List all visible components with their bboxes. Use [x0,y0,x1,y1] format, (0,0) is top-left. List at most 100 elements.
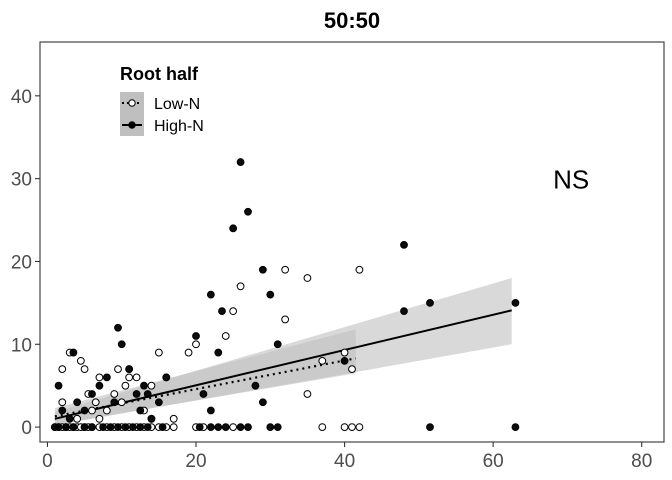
legend-label-low-n: Low-N [154,96,200,113]
point-low-n [110,390,119,398]
ci-ribbon-high-n [54,278,512,426]
point-high-n [147,414,156,423]
point-low-n [281,315,290,324]
point-low-n [76,356,85,365]
point-high-n [62,423,70,431]
point-low-n [117,398,126,407]
point-low-n [169,423,178,431]
point-high-n [95,381,104,390]
legend-key-marker [128,99,136,107]
point-high-n [162,373,171,382]
point-high-n [114,423,122,431]
point-high-n [258,398,267,407]
point-high-n [266,290,275,299]
chart-title: 50:50 [324,8,380,33]
data-points [50,158,520,431]
significance-annotation: NS [553,165,589,195]
point-low-n [303,274,312,282]
point-high-n [136,423,145,431]
point-low-n [132,373,141,382]
x-tick-label: 80 [631,451,652,472]
point-high-n [426,423,434,431]
legend-key-marker [128,121,136,129]
point-low-n [221,332,230,340]
point-low-n [184,348,193,357]
point-high-n [110,398,119,407]
point-low-n [95,414,104,423]
point-low-n [229,307,238,316]
point-high-n [273,423,282,431]
point-high-n [136,406,145,415]
point-low-n [114,365,122,374]
x-tick-label: 40 [334,451,355,472]
point-high-n [143,390,152,398]
point-high-n [251,381,260,390]
point-high-n [426,298,434,307]
point-high-n [199,390,208,398]
fit-line-high-n [54,309,512,420]
point-high-n [128,423,137,431]
point-high-n [88,423,96,431]
point-low-n [355,265,364,274]
x-tick-label: 60 [483,451,504,472]
point-high-n [214,348,223,357]
point-high-n [192,332,200,340]
point-high-n [340,356,349,365]
point-low-n [88,406,96,415]
point-low-n [91,398,100,407]
point-low-n [95,373,104,382]
point-low-n [58,398,67,407]
point-high-n [244,207,252,216]
point-high-n [214,423,223,431]
point-low-n [281,265,290,274]
point-low-n [340,423,349,431]
point-high-n [117,340,126,349]
point-high-n [80,423,89,431]
point-high-n [236,423,245,431]
point-high-n [121,423,130,431]
point-low-n [355,423,364,431]
point-high-n [229,224,238,233]
point-high-n [132,390,141,398]
point-low-n [192,340,200,349]
point-low-n [236,282,245,291]
point-low-n [303,390,312,398]
x-tick-label: 0 [42,451,53,472]
point-high-n [218,307,226,316]
regression-lines [54,309,512,420]
point-low-n [58,365,67,374]
point-high-n [258,265,267,274]
point-low-n [340,348,349,357]
point-high-n [511,423,520,431]
point-high-n [266,423,275,431]
point-high-n [206,406,215,415]
point-low-n [80,365,89,374]
point-high-n [125,365,134,374]
x-tick-label: 20 [185,451,206,472]
point-high-n [114,323,122,332]
point-low-n [169,414,178,423]
y-tick-label: 40 [11,87,32,108]
legend-label-high-n: High-N [154,118,204,135]
point-high-n [140,381,148,390]
point-high-n [69,423,78,431]
point-high-n [400,240,408,249]
point-low-n [318,356,327,365]
point-high-n [236,158,245,166]
point-high-n [143,423,152,431]
point-low-n [102,406,111,415]
plot-panel-border [39,41,665,443]
y-tick-label: 30 [11,170,32,191]
point-high-n [102,373,111,382]
point-high-n [80,406,89,415]
point-high-n [244,423,252,431]
legend: Root half Low-N High-N [120,64,204,136]
legend-keys [120,92,144,136]
point-high-n [73,398,82,407]
point-high-n [511,298,520,307]
point-low-n [154,348,163,357]
point-high-n [400,307,408,316]
point-high-n [154,398,163,407]
point-high-n [206,423,215,431]
point-high-n [99,423,108,431]
